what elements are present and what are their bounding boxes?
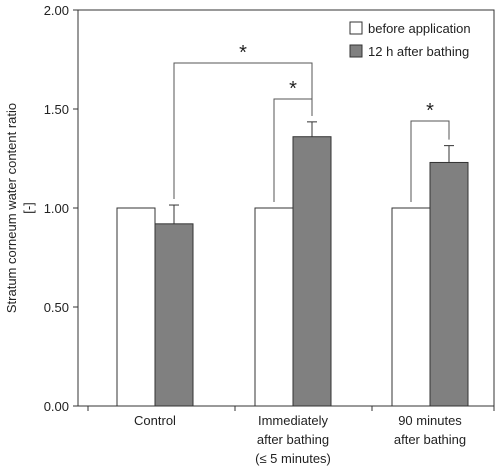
y-axis-label-line: Stratum corneum water content ratio	[4, 103, 19, 313]
y-tick-labels: 0.00 0.50 1.00 1.50 2.00	[44, 3, 69, 414]
x-category-label: 90 minutes	[398, 413, 462, 428]
error-bars	[169, 121, 454, 224]
legend-swatch-0	[349, 21, 363, 35]
x-category-labels: Control Immediately after bathing (≤ 5 minu…	[134, 413, 466, 466]
bar-series-1-cat-0	[154, 223, 194, 407]
significance-bracket	[410, 120, 450, 202]
legend-label-0: before application	[368, 21, 471, 36]
significance-bracket	[273, 98, 313, 202]
bars	[116, 136, 469, 407]
bar-series-0-cat-1	[254, 207, 294, 407]
x-category-label: after bathing	[394, 432, 466, 447]
x-category-label: after bathing	[257, 432, 329, 447]
y-tick-label: 0.00	[44, 399, 69, 414]
significance-marker: *	[426, 100, 434, 122]
significance-brackets: * * *	[173, 42, 450, 202]
x-category-label: Immediately	[258, 413, 329, 428]
significance-marker: *	[289, 78, 297, 100]
bar-series-0-cat-0	[116, 207, 156, 407]
bar-series-0-cat-2	[391, 207, 431, 407]
legend-swatch-1	[349, 44, 363, 58]
y-tick-label: 0.50	[44, 300, 69, 315]
legend-label-1: 12 h after bathing	[368, 44, 469, 59]
significance-marker: *	[239, 42, 247, 64]
significance-bracket	[173, 62, 313, 200]
y-tick-label: 2.00	[44, 3, 69, 18]
y-axis-label: Stratum corneum water content ratio [-]	[4, 103, 36, 313]
x-category-label: (≤ 5 minutes)	[255, 451, 331, 466]
legend: before application 12 h after bathing	[349, 21, 471, 59]
bar-series-1-cat-2	[429, 161, 469, 407]
bar-series-1-cat-1	[292, 136, 332, 407]
y-axis-label-line: [-]	[21, 202, 36, 214]
x-category-label: Control	[134, 413, 176, 428]
y-tick-label: 1.50	[44, 102, 69, 117]
y-tick-label: 1.00	[44, 201, 69, 216]
